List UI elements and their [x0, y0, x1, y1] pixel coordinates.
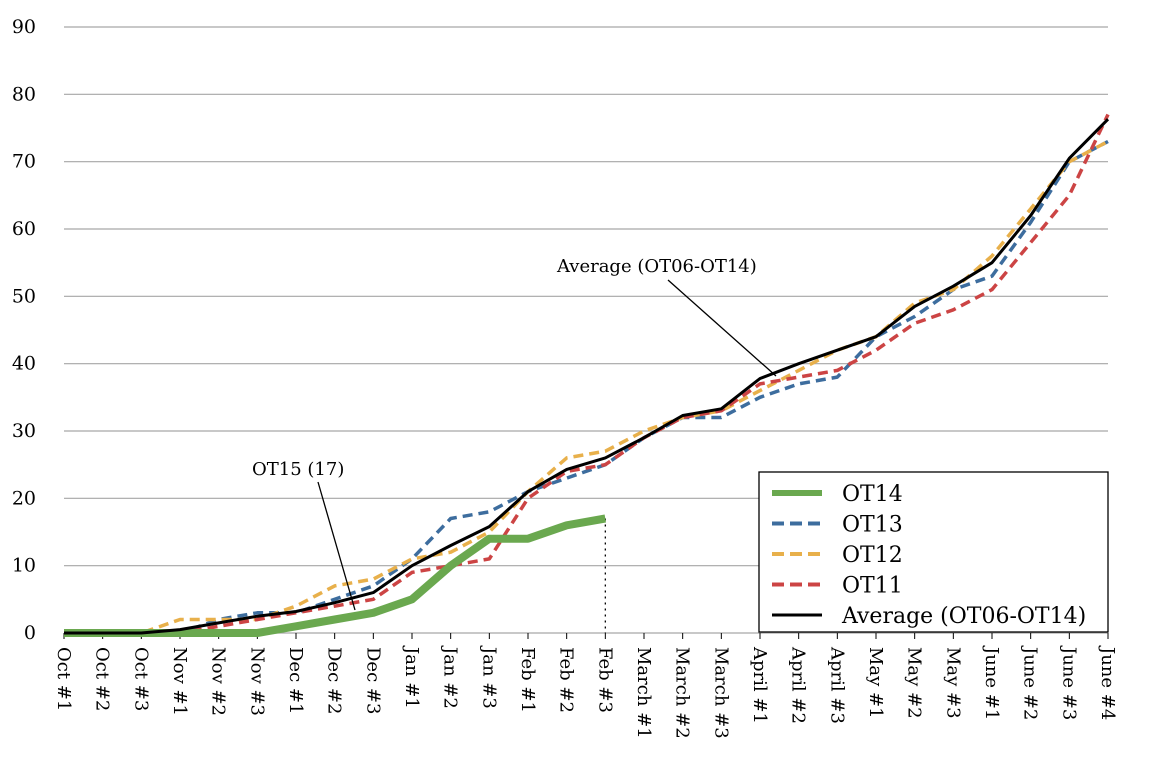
- legend-label: OT11: [842, 574, 903, 599]
- y-tick-label: 80: [12, 83, 36, 105]
- x-tick-label: June #1: [981, 645, 1002, 720]
- legend-label: OT14: [842, 482, 903, 507]
- legend: OT14 OT13 OT12 OT11 Average (OT06-OT14): [758, 471, 1109, 633]
- x-tick-label: Oct #3: [130, 647, 151, 711]
- x-tick-label: Feb #1: [517, 647, 538, 713]
- x-tick-label: Feb #2: [556, 647, 577, 713]
- x-tick-label: Nov #2: [208, 647, 229, 716]
- x-tick-label: Oct #2: [92, 647, 113, 711]
- series-line-ot13: [64, 139, 1109, 635]
- annotation-ot15-label: OT15 (17): [252, 459, 344, 480]
- x-tick-label: Dec #1: [285, 647, 306, 714]
- y-tick-label: 90: [12, 16, 36, 38]
- x-tick-label: Feb #3: [594, 647, 615, 713]
- annotation-average-pointer: [667, 279, 777, 377]
- x-tick-label: Nov #1: [169, 647, 190, 716]
- y-tick-label: 70: [12, 151, 36, 173]
- series-line-average-ot06-ot14: [64, 118, 1110, 635]
- annotations: OT15 (17) Average (OT06-OT14): [252, 256, 777, 611]
- x-tick-label: June #4: [1097, 645, 1118, 720]
- y-tick-label: 10: [12, 555, 36, 577]
- x-tick-label: Jan #3: [478, 645, 499, 709]
- x-tick-label: June #2: [1020, 645, 1041, 720]
- x-tick-label: Oct #1: [53, 647, 74, 711]
- x-tick-label: Jan #2: [440, 645, 461, 709]
- x-tick-label: March #1: [633, 647, 654, 739]
- x-tick-label: April #1: [749, 646, 770, 724]
- y-tick-label: 20: [12, 487, 36, 509]
- x-tick-label: April #2: [788, 646, 809, 724]
- x-tick-label: May #3: [942, 647, 963, 719]
- gridlines: [64, 26, 1108, 634]
- y-tick-label: 40: [12, 353, 36, 375]
- x-tick-label: Dec #2: [324, 647, 345, 714]
- series-line-ot14: [64, 514, 606, 637]
- legend-label: Average (OT06-OT14): [841, 604, 1086, 629]
- y-tick-label: 0: [24, 622, 36, 644]
- x-tick-label: June #3: [1058, 645, 1079, 720]
- y-tick-label: 60: [12, 218, 36, 240]
- series-line-ot11: [64, 113, 1110, 635]
- y-axis-ticks: 0 10 20 30 40 50 60 70 80 90: [12, 16, 36, 644]
- x-axis-ticks: Oct #1 Oct #2 Oct #3 Nov #1 Nov #2 Nov #3 Dec …: [53, 633, 1118, 739]
- y-tick-label: 50: [12, 285, 36, 307]
- x-tick-label: Nov #3: [246, 647, 267, 716]
- legend-label: OT13: [842, 513, 903, 538]
- x-tick-label: March #3: [710, 647, 731, 739]
- x-tick-label: Dec #3: [362, 647, 383, 714]
- legend-label: OT12: [842, 543, 903, 568]
- series-lines: [64, 113, 1110, 637]
- x-tick-label: May #1: [865, 647, 886, 719]
- annotation-ot15-pointer: [317, 481, 356, 611]
- x-tick-label: May #2: [904, 647, 925, 719]
- x-tick-label: March #2: [672, 647, 693, 739]
- y-tick-label: 30: [12, 420, 36, 442]
- x-tick-label: Jan #1: [401, 645, 422, 709]
- x-tick-label: April #3: [826, 646, 847, 724]
- annotation-average-label: Average (OT06-OT14): [556, 256, 757, 277]
